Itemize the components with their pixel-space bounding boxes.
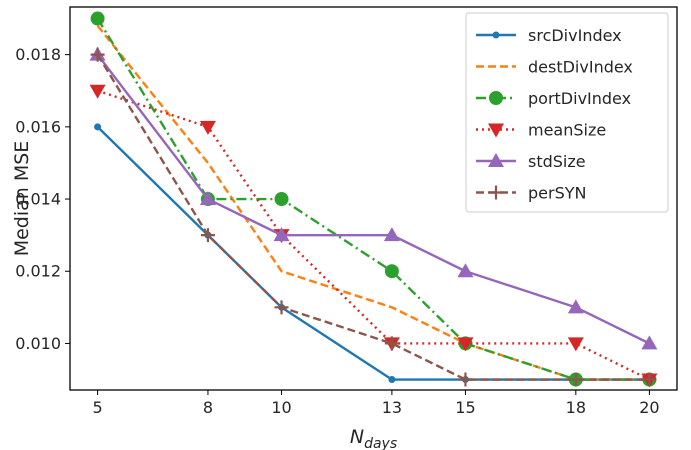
series-perSYN [90,47,657,387]
x-tick-label: 20 [639,398,659,417]
y-axis: 0.010 0.012 0.014 0.016 0.018 [15,45,70,353]
y-tick-label: 0.014 [15,190,61,209]
plot-frame [69,6,678,391]
legend-item-srcDivIndex: srcDivIndex [476,26,622,45]
legend-label: portDivIndex [528,89,631,108]
legend-item-portDivIndex: portDivIndex [476,89,631,108]
data-point [384,264,399,279]
y-tick-label: 0.018 [15,45,61,64]
legend-item-meanSize: meanSize [476,121,606,140]
x-axis-label-main: N [350,426,364,448]
data-point [568,372,583,387]
legend: srcDivIndex destDivIndex portDivIndex meanS… [465,12,669,213]
data-point [94,123,102,131]
y-tick-label: 0.012 [15,262,61,281]
legend-label: destDivIndex [528,58,633,77]
x-tick-label: 18 [566,398,586,417]
legend-marker [489,185,503,200]
x-tick-label: 5 [92,398,102,417]
data-point [199,191,216,206]
data-point [274,192,289,207]
series-stdSize [89,46,658,350]
x-axis-label: Ndays [350,426,397,450]
legend-item-destDivIndex: destDivIndex [476,58,633,77]
data-point [90,11,105,26]
x-axis: 5 8 10 13 15 18 20 [92,390,660,417]
legend-marker [488,123,504,138]
data-point [384,336,399,351]
data-point [458,372,473,387]
data-point [457,337,474,352]
series-line [96,25,650,381]
legend-label: srcDivIndex [528,26,622,45]
legend-marker [489,91,503,105]
data-point [274,300,289,315]
y-tick-label: 0.010 [15,334,61,353]
x-tick-label: 8 [203,398,213,417]
data-point [641,335,658,350]
data-point [90,47,105,62]
legend-label: perSYN [528,184,586,203]
data-point [567,299,584,314]
series-destDivIndex [96,25,650,381]
y-tick-label: 0.016 [15,117,61,136]
legend-marker [488,153,504,167]
data-point [388,376,396,384]
legend-label: meanSize [528,121,606,140]
data-point [199,120,216,135]
legend-label: stdSize [528,152,586,171]
x-tick-label: 10 [271,398,291,417]
data-point [383,227,400,242]
x-axis-label-subscript: days [364,436,397,450]
data-point [273,227,290,242]
legend-marker [492,31,500,39]
data-point [200,228,215,243]
plot-lines [89,11,658,388]
data-point [89,84,106,99]
y-axis-label: Median MSE [11,141,33,257]
legend-item-perSYN: perSYN [476,184,586,203]
legend-item-stdSize: stdSize [476,152,586,171]
legend-box [465,12,669,213]
data-point [457,263,474,278]
data-point [642,372,657,387]
data-point [567,337,584,352]
x-tick-label: 15 [455,398,475,417]
x-tick-label: 13 [382,398,402,417]
